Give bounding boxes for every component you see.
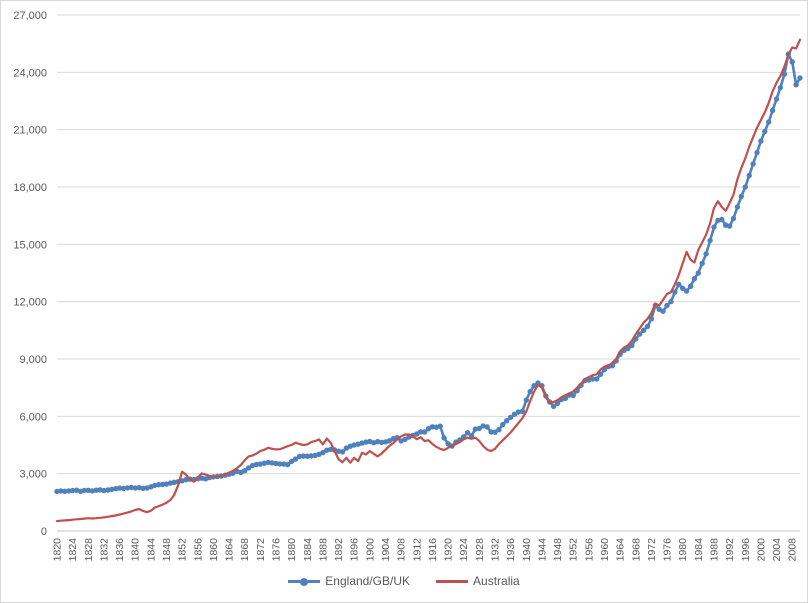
svg-text:1844: 1844 [145, 538, 157, 562]
svg-text:24,000: 24,000 [13, 67, 47, 79]
svg-text:1932: 1932 [489, 538, 501, 562]
svg-text:1920: 1920 [443, 538, 455, 562]
svg-text:0: 0 [41, 526, 47, 538]
svg-text:1980: 1980 [677, 538, 689, 562]
svg-text:1864: 1864 [224, 538, 236, 562]
svg-text:18,000: 18,000 [13, 182, 47, 194]
svg-text:1984: 1984 [693, 538, 705, 562]
svg-text:1952: 1952 [568, 538, 580, 562]
svg-text:2008: 2008 [787, 538, 799, 562]
svg-text:1924: 1924 [458, 538, 470, 562]
svg-text:2004: 2004 [771, 538, 783, 562]
svg-text:1916: 1916 [427, 538, 439, 562]
svg-text:1948: 1948 [552, 538, 564, 562]
svg-text:1900: 1900 [364, 538, 376, 562]
series-australia-line [55, 38, 802, 523]
svg-text:1996: 1996 [740, 538, 752, 562]
svg-text:1856: 1856 [192, 538, 204, 562]
svg-text:1904: 1904 [380, 538, 392, 562]
svg-text:1824: 1824 [67, 538, 79, 562]
svg-text:1940: 1940 [521, 538, 533, 562]
svg-text:1988: 1988 [708, 538, 720, 562]
svg-text:1972: 1972 [646, 538, 658, 562]
svg-text:1960: 1960 [599, 538, 611, 562]
svg-text:1968: 1968 [630, 538, 642, 562]
x-axis-labels: 1820 1824 1828 1832 1836 1840 1844 1848 1852 1856… [52, 538, 799, 562]
svg-text:12,000: 12,000 [13, 297, 47, 309]
svg-text:21,000: 21,000 [13, 125, 47, 137]
svg-text:1880: 1880 [286, 538, 298, 562]
svg-text:1832: 1832 [98, 538, 110, 562]
svg-text:1888: 1888 [317, 538, 329, 562]
svg-text:1956: 1956 [583, 538, 595, 562]
series-england-line [55, 52, 802, 493]
england-marker-dot-icon [300, 577, 309, 586]
svg-text:15,000: 15,000 [13, 239, 47, 251]
svg-text:1936: 1936 [505, 538, 517, 562]
series-england-markers [54, 51, 803, 495]
svg-text:2000: 2000 [755, 538, 767, 562]
svg-text:1896: 1896 [349, 538, 361, 562]
svg-text:1828: 1828 [83, 538, 95, 562]
england-line-marker-swatch [288, 577, 321, 586]
svg-text:1928: 1928 [474, 538, 486, 562]
svg-text:6,000: 6,000 [19, 411, 47, 423]
chart-legend: England/GB/UK Australia [1, 575, 807, 588]
svg-text:1992: 1992 [724, 538, 736, 562]
svg-text:1876: 1876 [270, 538, 282, 562]
svg-text:1884: 1884 [302, 538, 314, 562]
gridlines [57, 14, 800, 532]
svg-text:1852: 1852 [177, 538, 189, 562]
svg-text:1944: 1944 [536, 538, 548, 562]
svg-text:1860: 1860 [208, 538, 220, 562]
svg-text:27,000: 27,000 [13, 10, 47, 22]
svg-text:1964: 1964 [615, 538, 627, 562]
svg-text:1836: 1836 [114, 538, 126, 562]
legend-item-england: England/GB/UK [288, 575, 410, 588]
svg-text:3,000: 3,000 [19, 469, 47, 481]
svg-text:1892: 1892 [333, 538, 345, 562]
svg-text:1848: 1848 [161, 538, 173, 562]
svg-text:1908: 1908 [396, 538, 408, 562]
svg-text:1976: 1976 [662, 538, 674, 562]
svg-text:9,000: 9,000 [19, 354, 47, 366]
svg-text:1840: 1840 [130, 538, 142, 562]
svg-text:1868: 1868 [239, 538, 251, 562]
svg-text:1872: 1872 [255, 538, 267, 562]
svg-text:1820: 1820 [52, 538, 64, 562]
svg-text:1912: 1912 [411, 538, 423, 562]
legend-item-australia: Australia [436, 575, 520, 588]
legend-label-australia: Australia [473, 574, 520, 588]
australia-line-swatch [436, 580, 469, 583]
y-axis-labels: 0 3,000 6,000 9,000 12,000 15,000 18,000 21,000… [13, 10, 47, 538]
legend-label-england: England/GB/UK [325, 574, 411, 588]
